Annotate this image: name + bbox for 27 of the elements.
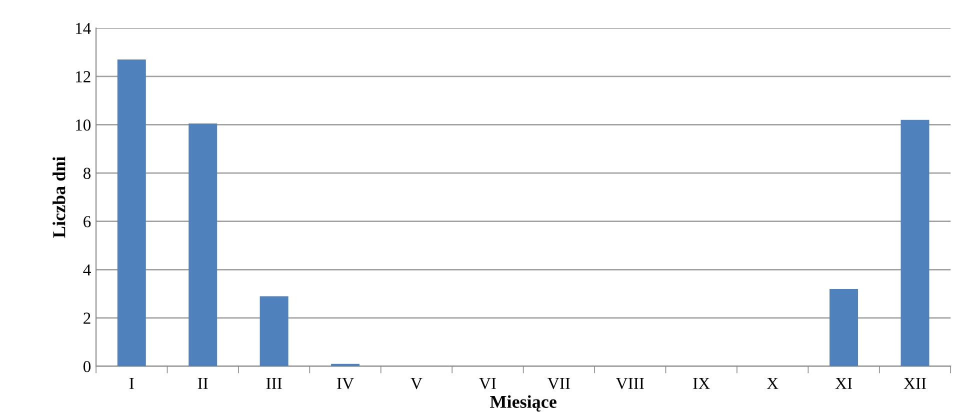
x-tick-label: II (198, 378, 208, 389)
y-tick-label: 4 (83, 264, 91, 276)
x-tick-label: I (129, 378, 134, 389)
bar (260, 296, 288, 366)
bar (830, 288, 858, 366)
y-tick-label: 12 (76, 71, 90, 82)
x-tick-label: IV (337, 378, 354, 390)
bar (900, 120, 930, 366)
y-axis-title: Liczba dni (52, 156, 66, 238)
x-tick-label: VI (479, 378, 496, 390)
x-tick-label: XI (835, 378, 852, 389)
bar (117, 60, 146, 366)
x-tick-label: V (410, 378, 422, 390)
bar (188, 124, 218, 366)
x-tick-label: XII (904, 378, 926, 389)
y-tick-label: 0 (83, 360, 91, 372)
y-tick-label: 14 (76, 22, 91, 34)
y-tick-label: 6 (84, 216, 91, 228)
y-tick-label: 10 (76, 119, 91, 131)
x-axis-title: Miesiące (490, 395, 556, 412)
x-tick-label: III (266, 378, 282, 389)
y-tick-label: 8 (83, 168, 91, 179)
x-tick-label: IX (693, 378, 710, 389)
y-tick-label: 2 (84, 312, 90, 324)
x-tick-label: X (766, 378, 778, 389)
x-tick-label: VIII (616, 378, 644, 390)
x-tick-label: VII (548, 378, 570, 390)
